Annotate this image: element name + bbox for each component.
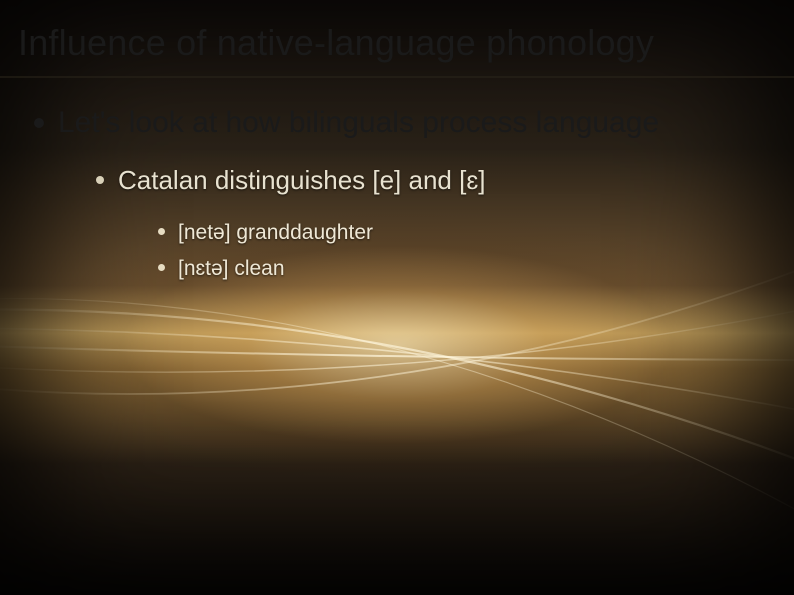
bullet-text-lvl1: Let's look at how bilinguals process lan… <box>58 106 659 139</box>
bullet-text-lvl3: [nɛtə] clean <box>178 257 285 280</box>
bullet-text-lvl2: Catalan distinguishes [e] and [ɛ] <box>118 165 485 195</box>
bullet-list-level3: [netə] granddaughter [nɛtə] clean <box>118 197 794 286</box>
list-item: Catalan distinguishes [e] and [ɛ] [netə]… <box>94 164 794 287</box>
bullet-list-level2: Catalan distinguishes [e] and [ɛ] [netə]… <box>58 142 794 287</box>
bullet-list-level1: Let's look at how bilinguals process lan… <box>0 78 794 287</box>
slide-content: Influence of native-language phonology L… <box>0 0 794 287</box>
bullet-text-lvl3: [netə] granddaughter <box>178 221 373 244</box>
list-item: Let's look at how bilinguals process lan… <box>30 104 794 287</box>
slide-title: Influence of native-language phonology <box>0 0 794 78</box>
list-item: [netə] granddaughter <box>158 215 794 251</box>
list-item: [nɛtə] clean <box>158 251 794 287</box>
